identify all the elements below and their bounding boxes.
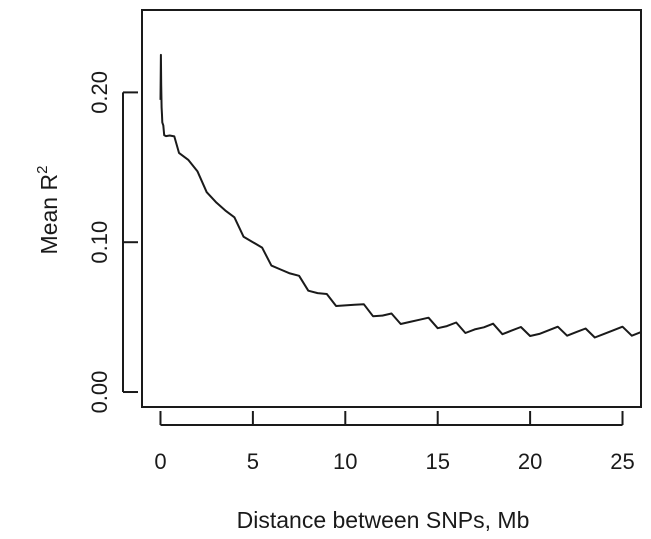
x-tick-label: 10 [333, 449, 357, 474]
x-tick-label: 5 [247, 449, 259, 474]
x-axis-title: Distance between SNPs, Mb [237, 507, 530, 533]
series-group [159, 53, 642, 339]
y-axis-title-text: Mean R [36, 174, 62, 255]
y-axis-title-superscript: 2 [34, 166, 51, 174]
y-axis: 0.00 0.10 0.20 [87, 71, 138, 413]
y-tick-label: 0.20 [87, 71, 112, 114]
x-tick-label: 15 [425, 449, 449, 474]
series-line [159, 53, 642, 339]
x-tick-label: 25 [610, 449, 634, 474]
x-tick-label: 0 [154, 449, 166, 474]
x-axis: 0 5 10 15 20 25 [154, 411, 635, 474]
y-tick-label: 0.10 [87, 221, 112, 264]
y-tick-label: 0.00 [87, 371, 112, 414]
x-tick-label: 20 [518, 449, 542, 474]
plot-frame [141, 9, 642, 408]
y-axis-title: Mean R2 [34, 166, 62, 255]
